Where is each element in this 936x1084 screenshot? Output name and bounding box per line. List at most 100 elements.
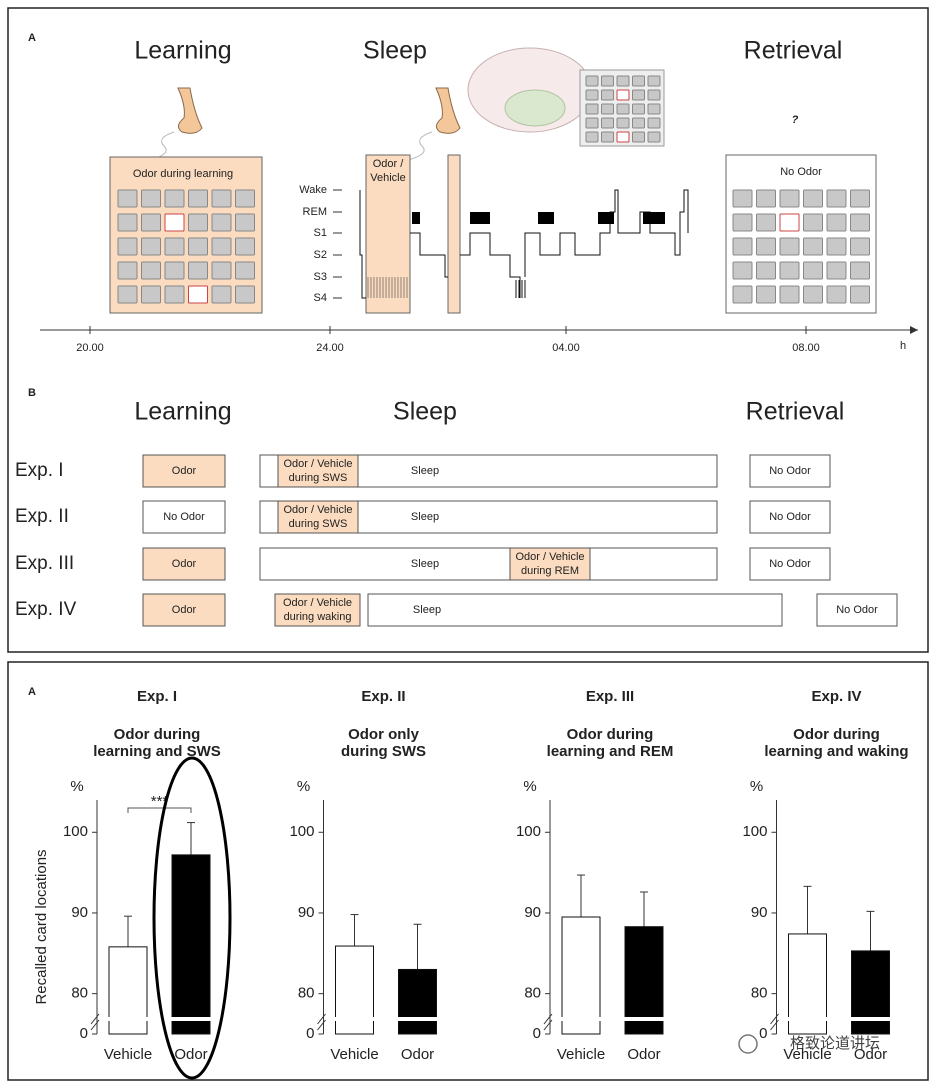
bar-break (561, 1017, 601, 1021)
card (117, 261, 138, 280)
box-label: Odor / (373, 158, 405, 170)
card (756, 237, 776, 256)
condition-label: Odor / Vehicle (283, 597, 352, 609)
question-mark: ? (792, 114, 799, 126)
sleep-period (259, 547, 718, 581)
card (585, 75, 599, 87)
time-tick-label: 08.00 (792, 342, 820, 354)
phase-title: Learning (134, 37, 231, 65)
card (141, 237, 161, 256)
card (850, 213, 870, 232)
stage-label: S2 (314, 249, 327, 261)
card (211, 237, 232, 256)
rem-block (643, 212, 665, 224)
card (647, 117, 661, 129)
card (850, 285, 870, 304)
card (585, 89, 599, 101)
learning-condition (142, 547, 226, 581)
card (141, 261, 161, 280)
card (850, 261, 870, 280)
condition-label: Sleep (413, 604, 441, 616)
card (117, 189, 138, 208)
card (732, 261, 753, 280)
nose-icon (177, 87, 203, 134)
bar (624, 926, 664, 1035)
card (117, 285, 138, 304)
retrieval-condition (749, 547, 831, 581)
phase-title: Learning (134, 398, 231, 426)
stimulation-period (509, 547, 591, 581)
condition-label: No Odor (163, 511, 205, 523)
card (585, 131, 599, 143)
card (756, 189, 776, 208)
y-unit: % (70, 778, 83, 795)
phase-title: Sleep (363, 37, 427, 65)
card (601, 103, 614, 115)
bar-break (397, 1017, 438, 1021)
y-unit: % (750, 778, 763, 795)
axis-break (90, 1013, 100, 1025)
panel-label: A (28, 686, 36, 698)
card (235, 189, 255, 208)
condition-label: during REM (521, 565, 579, 577)
x-tick-label: Vehicle (783, 1046, 831, 1063)
card (616, 75, 630, 87)
y-axis-label: Recalled card locations (33, 849, 50, 1004)
card-picture (779, 213, 800, 232)
time-unit: h (900, 340, 906, 352)
odor-period (365, 154, 411, 314)
experiment-label: Exp. II (15, 506, 69, 527)
chart-subtitle: learning and REM (547, 743, 674, 760)
y-tick-label: 80 (298, 985, 315, 1002)
condition-label: during SWS (289, 518, 348, 530)
axis-break (770, 1019, 779, 1031)
y-unit: % (523, 778, 536, 795)
card (211, 261, 232, 280)
card (803, 189, 823, 208)
x-tick-label: Vehicle (104, 1046, 152, 1063)
axis-break (770, 1013, 779, 1025)
card (616, 103, 630, 115)
chart-title: Exp. I (137, 688, 177, 705)
condition-label: during SWS (289, 472, 348, 484)
y-tick-label: 90 (71, 904, 88, 921)
chart-title: Exp. IV (811, 688, 861, 705)
card (141, 189, 161, 208)
phase-title: Retrieval (746, 398, 845, 426)
card-picture (616, 89, 630, 101)
card (826, 285, 847, 304)
axis-break (543, 1019, 553, 1031)
time-tick-label: 04.00 (552, 342, 580, 354)
rem-block (412, 212, 420, 224)
card (826, 213, 847, 232)
bar (851, 950, 890, 1035)
card (601, 75, 614, 87)
odor-wisp (407, 131, 433, 161)
card (164, 285, 185, 304)
rem-block (538, 212, 554, 224)
y-tick-label: 80 (751, 985, 768, 1002)
bar-break (850, 1017, 891, 1021)
watermark: 格致论道讲坛 (790, 1035, 880, 1052)
condition-label: Odor (172, 558, 197, 570)
card (647, 89, 661, 101)
card (756, 213, 776, 232)
card (779, 285, 800, 304)
card (647, 131, 661, 143)
y-tick-label: 0 (80, 1025, 88, 1042)
phase-title: Sleep (393, 398, 457, 426)
card (585, 117, 599, 129)
x-tick-label: Odor (627, 1046, 660, 1063)
odor-wisp (149, 131, 175, 161)
learning-condition (142, 454, 226, 488)
experiment-label: Exp. IV (15, 599, 77, 620)
card (211, 189, 232, 208)
bar-break (624, 1017, 664, 1021)
card (211, 213, 232, 232)
card-picture (616, 131, 630, 143)
condition-label: No Odor (769, 465, 811, 477)
significance-bracket (127, 807, 192, 813)
bar-break (334, 1017, 375, 1021)
time-tick-label: 24.00 (316, 342, 344, 354)
odor-period (447, 154, 461, 314)
